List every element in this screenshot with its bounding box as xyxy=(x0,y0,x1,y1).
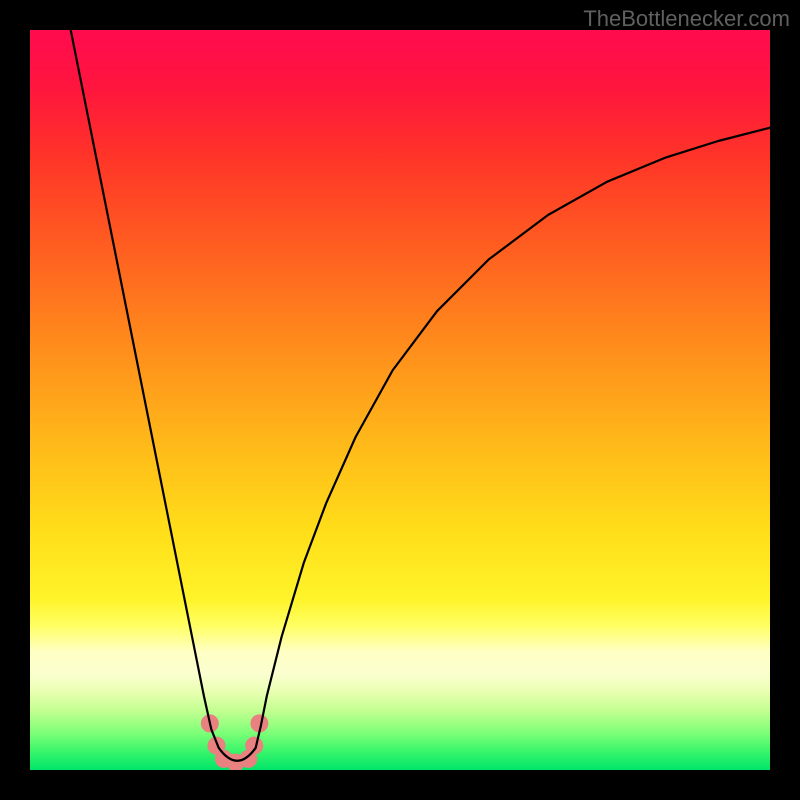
watermark-text: TheBottlenecker.com xyxy=(583,6,790,32)
bottleneck-chart xyxy=(0,0,800,800)
chart-container: TheBottlenecker.com xyxy=(0,0,800,800)
